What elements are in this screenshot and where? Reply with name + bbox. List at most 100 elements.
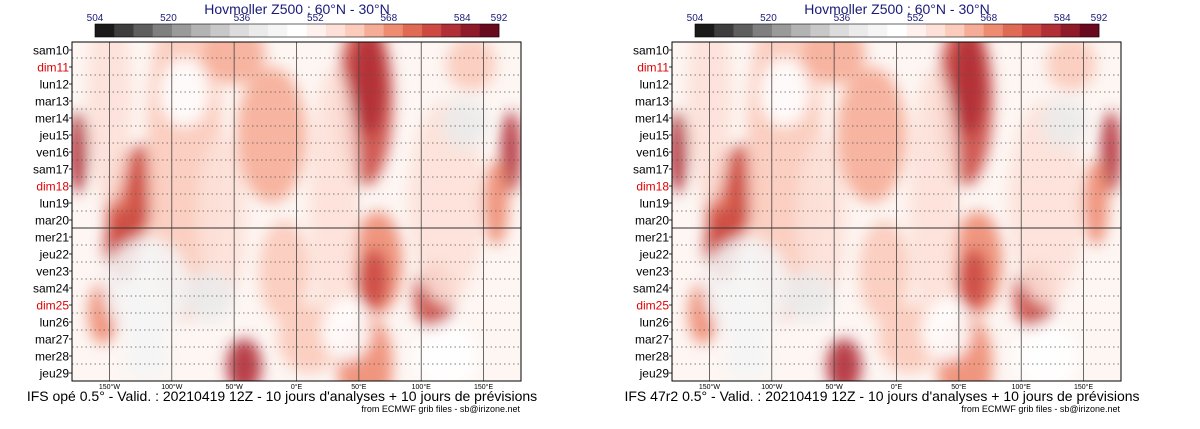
contour-blob [124,328,170,381]
colorbar-cell [95,24,115,37]
contour-field [72,42,521,381]
colorbar-cell [152,24,173,37]
colorbar-cell [964,24,984,37]
day-axis-labels: sam10 dim11 lun12 mar13 mer14 jeu15 ven16 sam17… [633,44,669,381]
longitude-label: 50°E [351,383,367,391]
contour-blob [442,97,488,149]
day-axis-labels: sam10 dim11 lun12 mar13 mer14 jeu15 ven16 sam17… [33,44,69,381]
day-label: mar27 [635,333,669,347]
contour-blob [1046,42,1097,91]
colorbar-cell [479,24,500,37]
chart-title: Hovmoller Z500 : 60°N - 30°N [204,1,390,17]
longitude-label: 50°E [951,383,967,391]
contour-blob [921,299,972,362]
contour-blob [236,67,307,203]
colorbar-tick-label: 592 [491,13,508,24]
colorbar-cell [848,24,869,37]
day-label: dim11 [37,61,69,75]
colorbar-tick-labels: 504 520 536 552 568 584 592 [687,13,1108,24]
plot-frame [71,41,522,382]
colorbar-cell [1022,24,1042,37]
colorbar-tick-label: 568 [980,13,997,24]
colorbar-cell [441,24,461,37]
grid-lines [669,42,1121,382]
day-label: jeu29 [639,367,670,381]
colorbar-cell [733,24,754,37]
colorbar-cell [248,24,269,37]
colorbar-tick-label: 584 [1054,13,1071,24]
day-label: sam24 [33,282,69,296]
day-label: mar13 [635,95,669,109]
contour-blob [908,67,959,339]
contour-blob [408,101,484,305]
contour-blob [1014,322,1078,381]
chart-panel-ifs-47r2: Hovmoller Z500 : 60°N - 30°N 504 520 536 55… [600,0,1200,424]
colorbar-tick-label: 552 [907,13,924,24]
longitude-label: 0°E [291,383,303,391]
chart-caption: IFS opé 0.5° - Valid. : 20210419 12Z - 1… [27,388,537,404]
day-label: mer21 [35,231,69,245]
colorbar-cell [229,24,250,37]
day-label: mar20 [35,214,69,228]
colorbar-tick-label: 536 [234,13,251,24]
colorbar-tick-label: 592 [1091,13,1108,24]
longitude-label: 150°W [99,383,120,391]
day-label: lun12 [640,78,670,92]
colorbar-cell [210,24,230,37]
day-label: ven16 [36,146,69,160]
day-label: mer28 [35,350,69,364]
longitude-label: 100°W [161,383,182,391]
contour-blob [321,299,372,362]
day-label: jeu29 [39,367,70,381]
day-label: mar13 [35,95,69,109]
chart-caption: IFS 47r2 0.5° - Valid. : 20210419 12Z - … [624,388,1139,404]
longitude-label: 50°W [226,383,244,391]
colorbar-cell [345,24,365,37]
colorbar-cell [422,24,442,37]
contour-blob [703,237,791,339]
chart-credit: from ECMWF grib files - sb@irizone.net [361,404,520,414]
colorbar-tick-label: 520 [760,13,777,24]
contour-blob [483,160,509,246]
day-label: jeu15 [39,129,70,143]
day-label: lun26 [40,316,70,330]
colorbar-cell [925,24,946,37]
colorbar-tick-label: 504 [87,13,104,24]
day-label: dim25 [36,299,69,313]
day-label: mer21 [635,231,669,245]
colorbar-tick-label: 552 [307,13,324,24]
colorbar-cell [325,24,346,37]
day-label: sam10 [33,44,69,58]
day-label: ven16 [636,146,669,160]
contour-blob [184,271,235,322]
chart-panel-ifs-ope: Hovmoller Z500 : 60°N - 30°N 504 520 536 55… [0,0,600,424]
colorbar-cell [945,24,965,37]
grid-lines [69,42,521,382]
contour-blob [1101,111,1121,193]
longitude-axis-labels: 150°W 100°W 50°W 0°E 50°E 100°E 150°E [699,383,1094,391]
longitude-axis-labels: 150°W 100°W 50°W 0°E 50°E 100°E 150°E [99,383,494,391]
contour-blob [351,42,387,135]
day-label: sam17 [33,163,69,177]
colorbar-cell [829,24,850,37]
colorbar-cell [1079,24,1100,37]
contour-blob [784,271,835,322]
colorbar-tick-label: 536 [834,13,851,24]
contour-blob [951,42,987,135]
longitude-label: 150°E [474,383,493,391]
contour-blob [128,143,154,229]
contour-blob [446,42,497,91]
colorbar-tick-label: 568 [380,13,397,24]
longitude-label: 50°W [826,383,844,391]
colorbar-frame [694,23,1100,38]
day-label: mar27 [35,333,69,347]
colorbar-tick-label: 504 [687,13,704,24]
colorbar [694,23,1100,38]
day-label: mar20 [635,214,669,228]
colorbar-cell [771,24,792,37]
day-label: sam10 [633,44,669,58]
contour-blob [414,322,478,381]
contour-blob [1008,101,1084,305]
day-label: dim18 [36,180,69,194]
day-label: jeu15 [639,129,670,143]
